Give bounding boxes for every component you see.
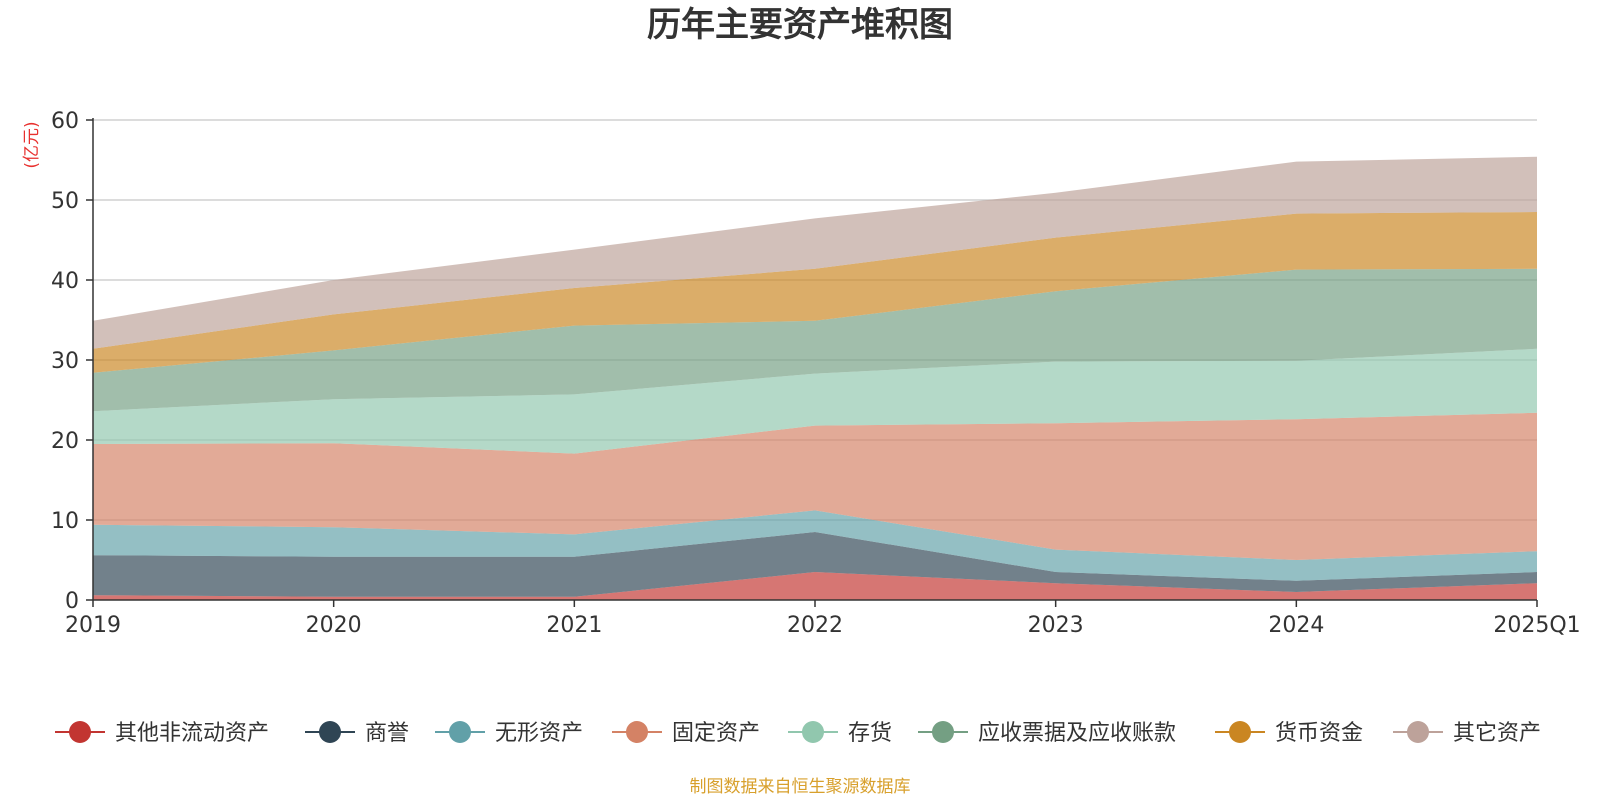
legend-marker-icon	[319, 721, 341, 743]
legend-item-固定资产[interactable]: 固定资产	[612, 721, 760, 746]
legend-label: 固定资产	[672, 721, 760, 746]
chart-title: 历年主要资产堆积图	[647, 5, 953, 45]
legend-marker-icon	[932, 721, 954, 743]
y-tick-label: 50	[51, 189, 79, 214]
y-axis-unit-label: (亿元)	[22, 121, 42, 168]
legend-label: 商誉	[365, 721, 409, 746]
legend-label: 应收票据及应收账款	[978, 721, 1176, 746]
y-tick-label: 40	[51, 269, 79, 294]
legend-label: 存货	[848, 721, 892, 746]
legend-label: 其它资产	[1453, 721, 1541, 746]
legend-marker-icon	[449, 721, 471, 743]
legend-item-货币资金[interactable]: 货币资金	[1215, 721, 1363, 746]
x-tick-label: 2021	[546, 613, 602, 638]
legend-item-应收票据及应收账款[interactable]: 应收票据及应收账款	[918, 721, 1176, 746]
legend-item-其他非流动资产[interactable]: 其他非流动资产	[55, 721, 269, 746]
area-series-固定资产	[93, 412, 1537, 560]
x-tick-label: 2022	[787, 613, 843, 638]
y-tick-label: 20	[51, 429, 79, 454]
area-series-货币资金	[93, 212, 1537, 373]
legend-item-商誉[interactable]: 商誉	[305, 721, 409, 746]
area-series-group	[93, 156, 1537, 600]
area-series-其他非流动资产	[93, 572, 1537, 600]
legend-item-无形资产[interactable]: 无形资产	[435, 721, 583, 746]
legend-marker-icon	[1407, 721, 1429, 743]
area-series-存货	[93, 348, 1537, 454]
y-tick-label: 0	[65, 589, 79, 614]
area-series-无形资产	[93, 510, 1537, 581]
y-tick-label: 10	[51, 509, 79, 534]
legend-label: 货币资金	[1275, 721, 1363, 746]
area-series-商誉	[93, 532, 1537, 597]
legend-label: 其他非流动资产	[115, 721, 269, 746]
legend-marker-icon	[1229, 721, 1251, 743]
legend: 其他非流动资产 商誉 无形资产 固定资产 存货 应收票据及应收账款 货币资金 其它资产	[55, 721, 1541, 746]
legend-marker-icon	[626, 721, 648, 743]
data-source-note: 制图数据来自恒生聚源数据库	[690, 777, 911, 797]
y-tick-label: 60	[51, 109, 79, 134]
x-tick-label: 2023	[1028, 613, 1084, 638]
legend-marker-icon	[802, 721, 824, 743]
x-tick-label: 2024	[1268, 613, 1324, 638]
x-tick-label: 2025Q1	[1493, 613, 1580, 638]
x-tick-label: 2019	[65, 613, 121, 638]
area-series-应收票据及应收账款	[93, 268, 1537, 412]
legend-label: 无形资产	[495, 721, 583, 746]
legend-item-存货[interactable]: 存货	[788, 721, 892, 746]
axes: 0 10 20 30 40 50 60 2019 2020 2021 2022 2023 2024 202…	[51, 109, 1581, 638]
area-series-其它资产	[93, 156, 1537, 349]
y-tick-label: 30	[51, 349, 79, 374]
legend-item-其它资产[interactable]: 其它资产	[1393, 721, 1541, 746]
legend-marker-icon	[69, 721, 91, 743]
x-tick-label: 2020	[306, 613, 362, 638]
